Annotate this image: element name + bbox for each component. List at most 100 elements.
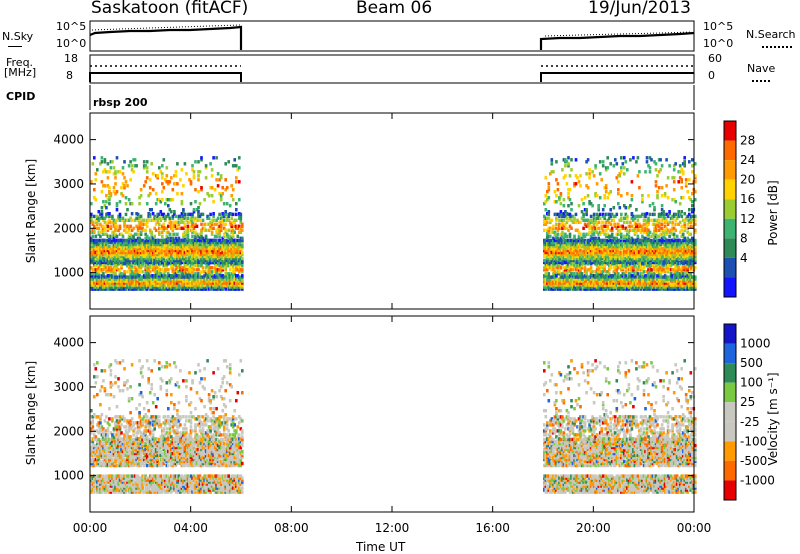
heatmap-cell (589, 236, 593, 240)
heatmap-cell (567, 279, 570, 283)
heatmap-cell (106, 228, 110, 232)
heatmap-cell (93, 258, 96, 263)
heatmap-cell (198, 252, 202, 257)
heatmap-cell (109, 277, 113, 281)
heatmap-cell (94, 220, 98, 224)
heatmap-cell (138, 240, 141, 245)
heatmap-cell (612, 262, 616, 266)
heatmap-cell (161, 238, 164, 242)
heatmap-cell (648, 240, 652, 245)
heatmap-cell (635, 230, 638, 234)
heatmap-cell (145, 281, 149, 285)
heatmap-cell (239, 258, 243, 263)
heatmap-cell (544, 268, 548, 272)
heatmap-cell (162, 285, 166, 289)
heatmap-cell (558, 240, 561, 245)
heatmap-cell (238, 240, 241, 245)
heatmap-cell (224, 279, 227, 283)
heatmap-cell (586, 283, 590, 287)
heatmap-cell (206, 256, 209, 261)
heatmap-cell (547, 196, 551, 200)
heatmap-cell (191, 262, 194, 266)
heatmap-cell (636, 258, 640, 263)
heatmap-cell (647, 218, 650, 222)
heatmap-cell (99, 230, 102, 234)
heatmap-cell (218, 279, 221, 283)
heatmap-cell (144, 258, 147, 263)
heatmap-cell (653, 252, 656, 257)
heatmap-cell (543, 228, 546, 232)
heatmap-cell (573, 275, 576, 279)
heatmap-cell (553, 256, 557, 261)
heatmap-cell (103, 228, 107, 232)
heatmap-cell (567, 188, 570, 192)
heatmap-cell (573, 281, 576, 285)
heatmap-cell (100, 160, 104, 164)
heatmap-cell (115, 266, 119, 270)
heatmap-cell (183, 240, 187, 245)
heatmap-cell (620, 264, 623, 268)
heatmap-cell (218, 232, 221, 236)
heatmap-cell (174, 279, 178, 283)
heatmap-cell (227, 160, 230, 164)
heatmap-cell (556, 266, 560, 270)
heatmap-cell (233, 248, 236, 253)
heatmap-cell (562, 270, 566, 274)
heatmap-cell (568, 256, 572, 261)
heatmap-cell (177, 266, 181, 270)
heatmap-cell (654, 238, 658, 242)
heatmap-cell (194, 224, 197, 228)
heatmap-cell (630, 242, 634, 247)
heatmap-cell (562, 238, 566, 243)
heatmap-cell (552, 277, 555, 281)
heatmap-cell (222, 275, 226, 279)
heatmap-cell (604, 274, 608, 278)
heatmap-cell (188, 256, 191, 261)
heatmap-cell (145, 176, 149, 180)
heatmap-cell (145, 279, 149, 283)
heatmap-cell (236, 250, 240, 255)
heatmap-cell (639, 214, 643, 219)
heatmap-cell (570, 244, 573, 249)
heatmap-cell (585, 242, 588, 247)
heatmap-cell (582, 246, 585, 251)
heatmap-cell (123, 281, 126, 285)
heatmap-cell (231, 232, 235, 236)
heatmap-cell (620, 283, 623, 287)
heatmap-cell (222, 252, 226, 257)
heatmap-cell (139, 214, 143, 219)
heatmap-cell (601, 240, 605, 245)
heatmap-cell (215, 230, 218, 234)
heatmap-cell (579, 275, 582, 279)
heatmap-cell (151, 287, 155, 291)
heatmap-cell (559, 279, 563, 283)
heatmap-cell (564, 160, 567, 164)
heatmap-cell (93, 268, 96, 272)
heatmap-cell (154, 250, 158, 255)
heatmap-cell (154, 174, 158, 178)
heatmap-cell (556, 252, 560, 257)
heatmap-cell (93, 188, 96, 192)
heatmap-cell (176, 283, 179, 287)
heatmap-cell (636, 240, 640, 245)
heatmap-cell (583, 208, 587, 212)
heatmap-cell (591, 287, 594, 291)
heatmap-cell (588, 252, 591, 257)
heatmap-cell (180, 252, 184, 257)
heatmap-cell (189, 270, 193, 274)
heatmap-cell (600, 230, 603, 234)
heatmap-cell (142, 228, 146, 232)
heatmap-cell (91, 240, 95, 245)
heatmap-cell (562, 258, 566, 263)
heatmap-cell (111, 287, 114, 291)
heatmap-cell (618, 244, 622, 249)
heatmap-cell (183, 258, 187, 263)
heatmap-cell (552, 246, 555, 251)
heatmap-cell (552, 266, 555, 270)
heatmap-cell (167, 250, 170, 255)
heatmap-cell (198, 236, 202, 240)
heatmap-cell (118, 212, 122, 217)
heatmap-cell (161, 277, 164, 281)
heatmap-cell (641, 198, 644, 202)
heatmap-cell (161, 287, 164, 291)
